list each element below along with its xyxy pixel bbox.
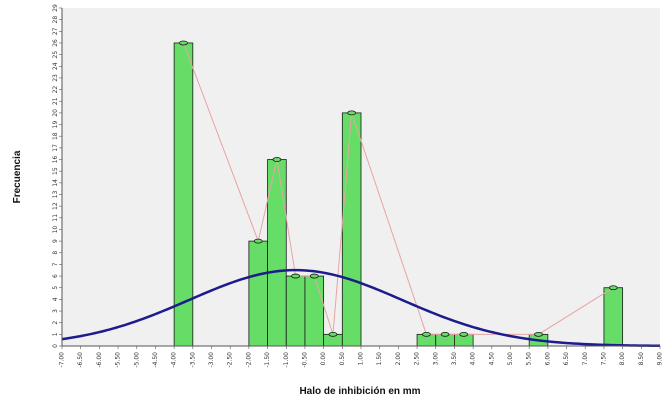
x-tick-label: 6.00: [544, 352, 551, 366]
y-tick-label: 14: [52, 179, 59, 187]
bar-top-marker: [422, 331, 431, 337]
y-tick-label: 5: [52, 286, 59, 290]
y-tick-label: 20: [52, 109, 59, 117]
x-tick-label: -2.50: [227, 352, 234, 368]
y-tick-label: 6: [52, 274, 59, 278]
bar-top-marker: [309, 273, 319, 279]
y-tick-label: 24: [52, 62, 59, 70]
x-tick-label: -2.00: [245, 352, 252, 368]
bar: [603, 287, 624, 347]
x-tick-label: -7.00: [59, 352, 66, 368]
x-tick-label: 8.50: [638, 352, 645, 366]
x-tick-label: 4.00: [470, 352, 477, 366]
x-tick-label: -1.50: [264, 352, 271, 368]
y-tick-label: 27: [52, 27, 59, 35]
y-tick-label: 29: [52, 4, 59, 12]
y-tick-label: 8: [52, 251, 59, 255]
y-axis-ticks: 0123456789101112131415161718192021222324…: [52, 4, 62, 348]
bar-top-marker: [291, 273, 300, 279]
x-tick-label: -4.00: [171, 352, 178, 368]
bar: [341, 112, 362, 347]
bar-top-marker: [179, 40, 188, 46]
x-axis-ticks: -7.00 -6.50 -6.00 -5.50 -5.00 -4.50 -4.00 -3.50…: [59, 346, 662, 368]
x-tick-label: 5.50: [526, 352, 533, 366]
bar-top-marker: [459, 331, 469, 337]
bar-top-marker: [440, 331, 450, 337]
y-tick-label: 19: [52, 121, 59, 129]
x-tick-label: 5.00: [507, 352, 514, 366]
bar-top-marker: [253, 238, 263, 244]
x-tick-label: 1.50: [376, 352, 383, 366]
x-tick-label: 2.50: [414, 352, 421, 366]
y-axis-title: Frecuencia: [12, 150, 23, 203]
y-tick-label: 12: [52, 202, 59, 210]
x-tick-label: 4.50: [488, 352, 495, 366]
x-axis-title: Halo de inhibición en mm: [299, 386, 420, 397]
x-tick-label: 9.00: [657, 352, 662, 366]
bar: [304, 275, 325, 347]
x-tick-label: 8.00: [619, 352, 626, 366]
y-tick-label: 18: [52, 132, 59, 140]
x-tick-label: -0.50: [301, 352, 308, 368]
x-tick-label: 0.00: [320, 352, 327, 366]
y-tick-label: 28: [52, 16, 59, 24]
y-tick-label: 13: [52, 190, 59, 198]
x-tick-label: -1.00: [283, 352, 290, 368]
x-tick-label: 7.50: [600, 352, 607, 366]
bar: [248, 240, 268, 347]
frequency-polygon-line: [183, 42, 614, 335]
y-tick-label: 10: [52, 225, 59, 233]
x-tick-label: 6.50: [563, 352, 570, 366]
x-tick-label: -5.50: [115, 352, 122, 368]
normal-curve-group: [61, 268, 661, 348]
y-tick-label: 16: [52, 156, 59, 164]
y-tick-label: 0: [52, 344, 59, 348]
bar-top-marker: [347, 110, 357, 116]
x-tick-label: 3.00: [432, 352, 439, 366]
bar: [285, 275, 306, 347]
y-tick-label: 1: [52, 332, 59, 336]
bar-top-marker: [608, 285, 618, 291]
y-tick-label: 11: [52, 214, 59, 222]
bar-top-marker: [534, 331, 543, 337]
normal-curve: [61, 268, 661, 348]
y-tick-label: 17: [52, 144, 59, 152]
x-tick-label: -4.50: [152, 352, 159, 368]
y-tick-label: 25: [52, 51, 59, 59]
y-tick-label: 3: [52, 309, 59, 313]
x-tick-label: -6.50: [77, 352, 84, 368]
x-tick-label: -3.00: [208, 352, 215, 368]
y-tick-label: 15: [52, 167, 59, 175]
x-tick-label: 1.00: [358, 352, 365, 366]
x-tick-label: 0.50: [339, 352, 346, 366]
y-tick-label: 2: [52, 321, 59, 325]
y-tick-label: 4: [52, 297, 59, 301]
x-tick-label: 3.50: [451, 352, 458, 366]
y-tick-label: 21: [52, 97, 59, 105]
y-tick-label: 7: [52, 262, 59, 266]
y-tick-label: 9: [52, 239, 59, 243]
frequency-polygon-group: [179, 40, 618, 337]
x-tick-label: 7.00: [582, 352, 589, 366]
x-tick-label: 2.00: [395, 352, 402, 366]
x-tick-label: -6.00: [96, 352, 103, 368]
x-tick-label: -3.50: [189, 352, 196, 368]
y-tick-label: 23: [52, 74, 59, 82]
bar-top-marker: [328, 331, 338, 337]
bar-top-marker: [272, 157, 282, 162]
y-tick-label: 22: [52, 86, 59, 94]
x-tick-label: -5.00: [133, 352, 140, 368]
y-tick-label: 26: [52, 39, 59, 47]
